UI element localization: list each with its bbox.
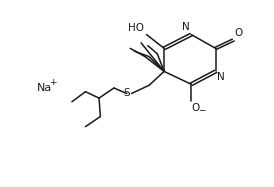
Text: S: S [124,88,130,99]
Text: O: O [235,28,243,38]
Text: O: O [191,103,199,113]
Text: HO: HO [128,23,144,33]
Text: +: + [49,78,56,87]
Text: N: N [217,72,225,82]
Text: −: − [198,105,206,114]
Text: N: N [182,22,190,32]
Text: Na: Na [37,83,52,93]
